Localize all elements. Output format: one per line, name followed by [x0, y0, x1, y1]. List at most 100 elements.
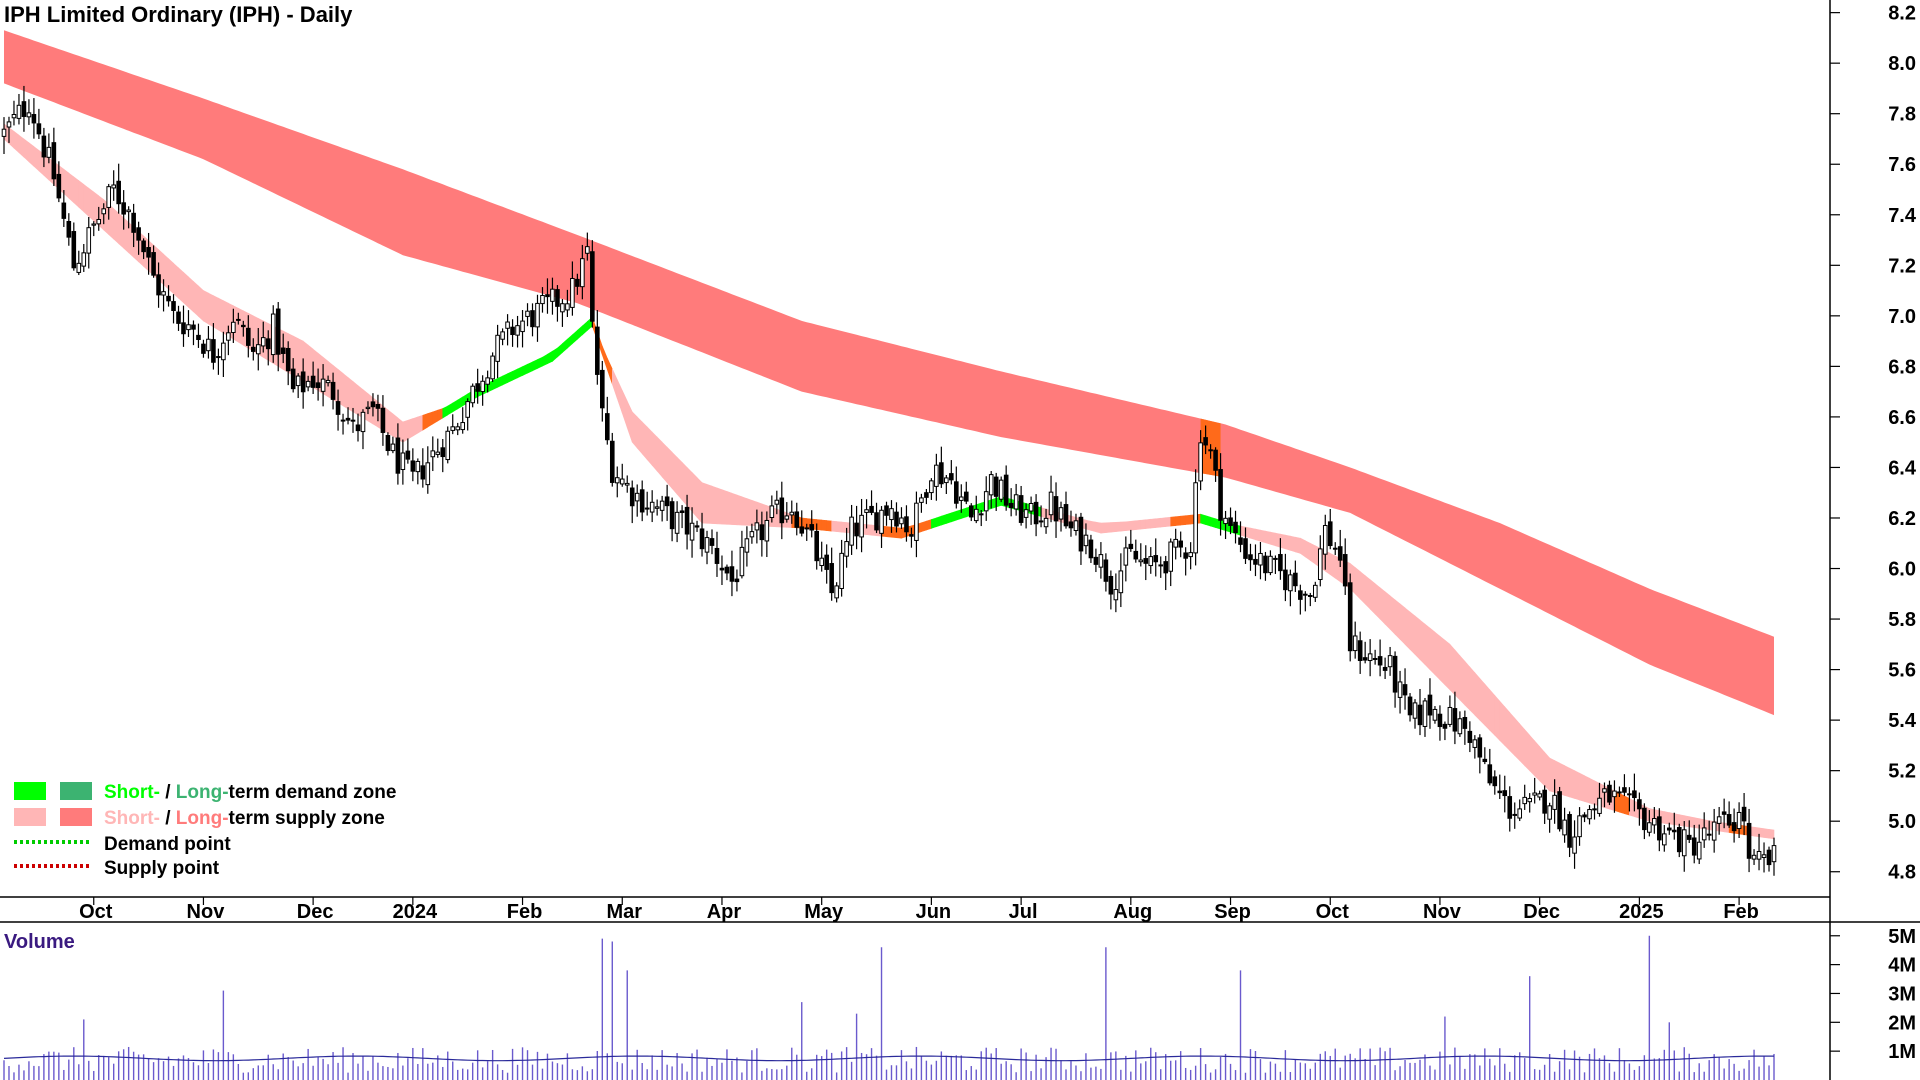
short-term-zone-segment — [1295, 536, 1301, 554]
short-term-zone-segment — [183, 271, 189, 308]
short-term-zone-segment — [921, 520, 927, 533]
short-term-zone-segment — [1374, 583, 1381, 620]
price-tick-label: 5.0 — [1888, 811, 1916, 833]
price-tick-label: 7.8 — [1888, 104, 1916, 126]
candle — [1771, 837, 1777, 876]
candle — [250, 338, 256, 361]
short-term-zone-segment — [941, 514, 947, 526]
candle — [1322, 514, 1328, 570]
candle — [1198, 430, 1203, 491]
short-term-zone-segment — [636, 416, 643, 455]
short-term-zone-segment — [1095, 521, 1102, 534]
candle — [1078, 512, 1084, 565]
candle — [91, 221, 97, 237]
candle — [475, 368, 480, 404]
candle — [709, 529, 715, 555]
candle — [106, 183, 112, 220]
short-term-zone-segment — [442, 405, 449, 419]
candle — [1273, 555, 1278, 574]
candle — [525, 303, 530, 327]
candle — [1612, 780, 1617, 813]
short-term-zone-segment — [951, 510, 957, 523]
price-tick-label: 5.4 — [1888, 710, 1917, 732]
short-term-zone-segment — [537, 356, 543, 369]
short-term-zone-segment — [960, 507, 967, 519]
candle — [894, 502, 899, 533]
candle — [1308, 592, 1313, 607]
candle — [1083, 523, 1089, 555]
short-term-zone-layer — [3, 123, 1775, 840]
candle — [1671, 812, 1677, 840]
short-term-zone-segment — [33, 145, 40, 172]
short-term-zone-segment — [1574, 770, 1580, 801]
short-term-zone-segment — [1414, 615, 1421, 661]
short-term-zone-segment — [28, 142, 35, 167]
candle — [141, 238, 146, 260]
candle — [1203, 425, 1208, 455]
short-term-zone-segment — [422, 413, 429, 431]
short-term-zone-segment — [1090, 520, 1097, 533]
candle — [61, 190, 67, 227]
short-term-zone-segment — [1165, 516, 1172, 527]
candle — [206, 326, 211, 359]
price-tick-label: 6.2 — [1888, 508, 1916, 530]
candle — [1721, 798, 1727, 829]
candle — [1562, 807, 1567, 843]
candle — [1462, 710, 1468, 745]
candle — [221, 331, 226, 377]
short-term-zone-segment — [1130, 520, 1137, 531]
short-term-zone-segment — [1484, 683, 1491, 731]
candle — [1512, 802, 1518, 829]
short-term-zone-segment — [681, 461, 688, 507]
candle — [1741, 793, 1747, 836]
candle — [71, 222, 77, 271]
time-tick-label: Mar — [606, 901, 642, 923]
candle — [1188, 542, 1193, 570]
candle — [405, 438, 411, 464]
short-term-zone-segment — [213, 295, 219, 331]
short-term-zone-segment — [1584, 775, 1590, 804]
candle — [1392, 651, 1398, 708]
candle — [968, 503, 974, 522]
candle — [385, 432, 391, 456]
candle — [1372, 649, 1378, 665]
candle — [181, 305, 186, 347]
short-term-zone-segment — [896, 527, 902, 539]
candle — [400, 439, 406, 485]
volume-tick-label: 2M — [1888, 1012, 1916, 1034]
candle — [1143, 545, 1149, 581]
candle — [590, 240, 595, 328]
candle — [988, 471, 994, 509]
candle — [410, 448, 416, 482]
price-tick-label: 5.6 — [1888, 660, 1916, 682]
candle — [1706, 820, 1712, 841]
candle — [804, 523, 810, 541]
short-term-zone-segment — [1110, 521, 1117, 533]
candle — [6, 116, 12, 143]
candle — [699, 512, 705, 557]
candle — [161, 279, 166, 312]
short-term-zone-segment — [1404, 607, 1411, 651]
time-tick-label: Feb — [1723, 901, 1759, 923]
candle — [1138, 543, 1144, 567]
short-term-zone-segment — [1424, 623, 1431, 671]
candle — [246, 315, 251, 358]
candle — [669, 497, 675, 542]
candle — [1507, 786, 1513, 832]
candle — [21, 85, 27, 132]
short-term-zone-segment — [163, 253, 169, 290]
candle — [51, 127, 57, 187]
candle — [1666, 822, 1672, 835]
short-term-zone-segment — [646, 426, 653, 467]
candle — [973, 495, 979, 524]
legend-item-label: Short- / Long-term supply zone — [104, 808, 385, 829]
candle — [1477, 734, 1483, 774]
short-term-zone-segment — [1310, 542, 1316, 565]
short-term-zone-segment — [990, 497, 997, 510]
candle — [963, 481, 969, 505]
short-term-zone-segment — [631, 411, 638, 449]
candle — [1442, 721, 1448, 741]
short-term-zone-segment — [696, 476, 703, 524]
price-tick-label: 7.4 — [1888, 205, 1917, 227]
candle — [694, 520, 700, 532]
